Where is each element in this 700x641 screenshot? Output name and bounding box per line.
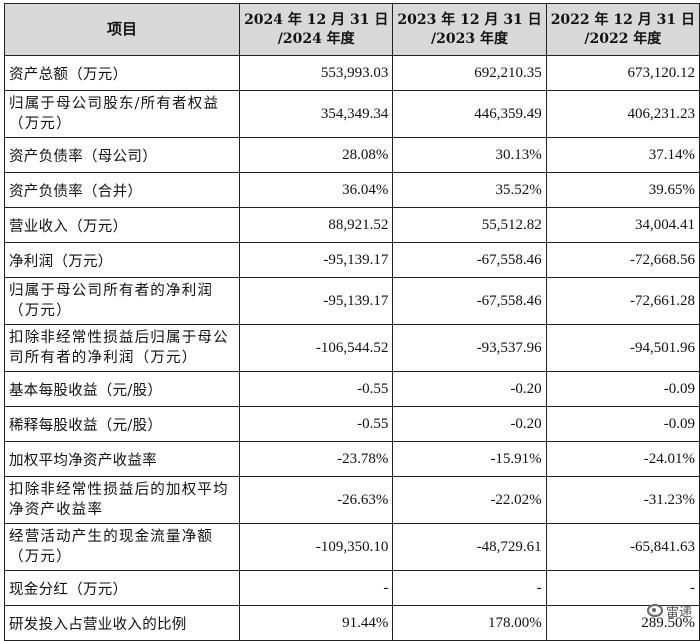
value-2023: -48,729.61 <box>392 523 547 571</box>
row-label: 现金分红（万元） <box>3 570 241 606</box>
value-2023: 446,359.49 <box>392 90 547 138</box>
value-2023: 178.00% <box>392 605 547 641</box>
value-2022: -0.09 <box>545 406 700 442</box>
row-label: 归属于母公司股东/所有者权益（万元） <box>3 90 241 138</box>
watermark: 雷递 <box>646 601 692 620</box>
table-row: 归属于母公司所有者的净利润（万元） -95,139.17 -67,558.46 … <box>3 277 700 325</box>
value-2023: -67,558.46 <box>392 242 547 278</box>
row-label: 经营活动产生的现金流量净额（万元） <box>3 523 241 571</box>
value-2024: -26.63% <box>239 476 394 524</box>
value-2023: -93,537.96 <box>392 324 547 372</box>
value-2024: -0.55 <box>239 371 394 407</box>
value-2022: -65,841.63 <box>545 523 700 571</box>
row-label: 扣除非经常性损益后的加权平均净资产收益率 <box>3 476 241 524</box>
table-row: 经营活动产生的现金流量净额（万元） -109,350.10 -48,729.61… <box>3 523 700 571</box>
value-2024: -95,139.17 <box>239 242 394 278</box>
financial-table-container: 项目 2024 年 12 月 31 日/2024 年度 2023 年 12 月 … <box>3 3 700 641</box>
table-row: 净利润（万元） -95,139.17 -67,558.46 -72,668.56 <box>3 242 700 278</box>
row-label: 营业收入（万元） <box>3 207 241 243</box>
table-row: 研发投入占营业收入的比例 91.44% 178.00% 289.50% <box>3 605 700 641</box>
value-2022: -24.01% <box>545 441 700 477</box>
header-2023-year: /2023 年度 <box>431 30 508 47</box>
row-label: 基本每股收益（元/股） <box>3 371 241 407</box>
value-2024: -0.55 <box>239 406 394 442</box>
value-2022: 406,231.23 <box>545 90 700 138</box>
value-2023: - <box>392 570 547 606</box>
row-label: 资产负债率（合并） <box>3 172 241 208</box>
table-row: 资产负债率（合并） 36.04% 35.52% 39.65% <box>3 172 700 208</box>
table-row: 资产总额（万元） 553,993.03 692,210.35 673,120.1… <box>3 55 700 91</box>
table-row: 加权平均净资产收益率 -23.78% -15.91% -24.01% <box>3 441 700 477</box>
header-2022: 2022 年 12 月 31 日/2022 年度 <box>545 3 700 56</box>
value-2024: -109,350.10 <box>239 523 394 571</box>
value-2023: 55,512.82 <box>392 207 547 243</box>
value-2022: -72,661.28 <box>545 277 700 325</box>
value-2023: -15.91% <box>392 441 547 477</box>
value-2023: -22.02% <box>392 476 547 524</box>
header-2024-date: 2024 年 12 月 31 日 <box>244 11 389 28</box>
value-2022: -31.23% <box>545 476 700 524</box>
row-label: 归属于母公司所有者的净利润（万元） <box>3 277 241 325</box>
value-2022: -72,668.56 <box>545 242 700 278</box>
value-2023: -67,558.46 <box>392 277 547 325</box>
value-2024: -23.78% <box>239 441 394 477</box>
header-2023-date: 2023 年 12 月 31 日 <box>397 11 542 28</box>
value-2024: 91.44% <box>239 605 394 641</box>
value-2023: 35.52% <box>392 172 547 208</box>
value-2022: 39.65% <box>545 172 700 208</box>
value-2024: - <box>239 570 394 606</box>
header-2022-date: 2022 年 12 月 31 日 <box>550 11 695 28</box>
table-row: 归属于母公司股东/所有者权益（万元） 354,349.34 446,359.49… <box>3 90 700 138</box>
value-2024: 36.04% <box>239 172 394 208</box>
value-2022: 37.14% <box>545 137 700 173</box>
value-2023: -0.20 <box>392 406 547 442</box>
value-2023: 692,210.35 <box>392 55 547 91</box>
row-label: 研发投入占营业收入的比例 <box>3 605 241 641</box>
value-2023: 30.13% <box>392 137 547 173</box>
row-label: 稀释每股收益（元/股） <box>3 406 241 442</box>
value-2022: 34,004.41 <box>545 207 700 243</box>
value-2022: -0.09 <box>545 371 700 407</box>
table-row: 现金分红（万元） - - - <box>3 570 700 606</box>
header-2022-year: /2022 年度 <box>584 30 662 47</box>
header-2024: 2024 年 12 月 31 日/2024 年度 <box>239 3 394 56</box>
row-label: 扣除非经常性损益后归属于母公司所有者的净利润（万元） <box>3 324 241 372</box>
table-row: 营业收入（万元） 88,921.52 55,512.82 34,004.41 <box>3 207 700 243</box>
row-label: 加权平均净资产收益率 <box>3 441 241 477</box>
row-label: 资产总额（万元） <box>3 55 241 91</box>
row-label: 资产负债率（母公司） <box>3 137 241 173</box>
value-2024: 553,993.03 <box>239 55 394 91</box>
table-row: 资产负债率（母公司） 28.08% 30.13% 37.14% <box>3 137 700 173</box>
value-2024: -106,544.52 <box>239 324 394 372</box>
header-2024-year: /2024 年度 <box>277 30 355 47</box>
table-row: 基本每股收益（元/股） -0.55 -0.20 -0.09 <box>3 371 700 407</box>
value-2022: -94,501.96 <box>545 324 700 372</box>
value-2022: 673,120.12 <box>545 55 700 91</box>
weibo-logo-icon <box>646 604 663 617</box>
table-header-row: 项目 2024 年 12 月 31 日/2024 年度 2023 年 12 月 … <box>3 3 700 56</box>
value-2024: 88,921.52 <box>239 207 394 243</box>
table-row: 稀释每股收益（元/股） -0.55 -0.20 -0.09 <box>3 406 700 442</box>
table-row: 扣除非经常性损益后的加权平均净资产收益率 -26.63% -22.02% -31… <box>3 476 700 524</box>
value-2024: 354,349.34 <box>239 90 394 138</box>
watermark-text: 雷递 <box>665 605 692 620</box>
value-2023: -0.20 <box>392 371 547 407</box>
value-2024: -95,139.17 <box>239 277 394 325</box>
financial-indicators-table: 项目 2024 年 12 月 31 日/2024 年度 2023 年 12 月 … <box>3 3 700 641</box>
header-item: 项目 <box>3 3 241 56</box>
value-2024: 28.08% <box>239 137 394 173</box>
row-label: 净利润（万元） <box>3 242 241 278</box>
header-2023: 2023 年 12 月 31 日/2023 年度 <box>392 3 547 56</box>
table-row: 扣除非经常性损益后归属于母公司所有者的净利润（万元） -106,544.52 -… <box>3 324 700 372</box>
